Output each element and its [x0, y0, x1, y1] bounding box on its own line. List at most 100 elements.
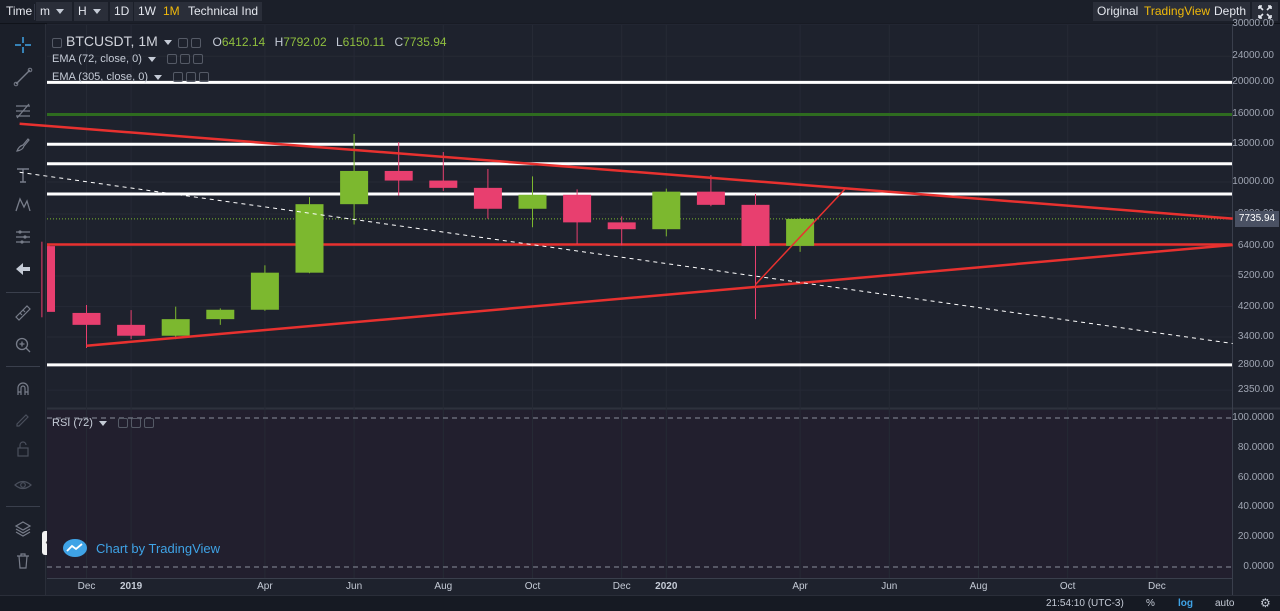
time-tick-label: Jun [881, 581, 898, 592]
ema-72-legend[interactable]: EMA (72, close, 0) [52, 53, 203, 65]
prediction-icon [16, 230, 30, 244]
tradingview-brand-label: Chart by TradingView [96, 540, 221, 556]
close-icon[interactable] [192, 54, 203, 65]
high-value: 7792.02 [283, 35, 327, 49]
interval-1d-button[interactable]: 1D [110, 2, 134, 21]
back-arrow-tool[interactable] [0, 256, 46, 282]
toolbar-divider [6, 506, 40, 507]
candle-body [206, 309, 235, 320]
toolbar-divider [34, 4, 35, 20]
zoom-tool[interactable] [0, 332, 46, 358]
rsi-label: RSI (72) [52, 417, 93, 429]
settings-icon[interactable] [173, 72, 184, 83]
time-selector-button[interactable]: Time [2, 2, 36, 21]
trendline-icon [13, 67, 33, 87]
price-tick-label: 3400.00 [1237, 331, 1274, 342]
log-scale-button[interactable]: log [1178, 598, 1193, 609]
time-tick-label: Dec [612, 581, 631, 592]
crosshair-tool[interactable] [0, 32, 46, 58]
view-depth-label: Depth [1214, 4, 1247, 18]
close-icon[interactable] [144, 418, 155, 429]
interval-1d-label: 1D [114, 4, 130, 18]
hours-dropdown[interactable]: H [74, 2, 108, 21]
bottom-status-bar: 21:54:10 (UTC-3) % log auto ⚙ [0, 595, 1280, 611]
pattern-tool[interactable] [0, 192, 46, 218]
gear-icon[interactable]: ⚙ [1260, 596, 1271, 610]
candle-body [384, 170, 413, 181]
lock-tool[interactable] [0, 436, 46, 462]
rsi-tick-label: 40.0000 [1237, 501, 1274, 513]
candle-body [473, 187, 502, 209]
price-tick-label: 20000.00 [1232, 76, 1274, 88]
hide-icon[interactable] [179, 54, 190, 65]
price-tick-label: 6400.00 [1237, 240, 1274, 252]
close-label: C [394, 35, 404, 49]
toolbar-divider [6, 292, 40, 293]
price-tick-label: 10000.00 [1232, 176, 1274, 187]
brush-tool[interactable] [0, 132, 46, 158]
candle-body [429, 180, 458, 188]
hours-label: H [78, 4, 87, 18]
trendline-tool[interactable] [0, 64, 46, 90]
close-value: 7735.94 [403, 35, 447, 49]
text-tool[interactable] [0, 162, 46, 188]
rsi-legend[interactable]: RSI (72) [52, 417, 155, 429]
trend-line [19, 122, 1233, 220]
main-pane-background [47, 25, 1232, 407]
clock-label: 21:54:10 (UTC-3) [1046, 598, 1124, 609]
time-tick-label: Dec [77, 581, 96, 592]
settings-icon[interactable] [166, 54, 177, 65]
technical-indicators-button[interactable]: Technical Ind [184, 2, 263, 21]
ruler-tool[interactable] [0, 300, 46, 326]
settings-icon[interactable] [118, 418, 129, 429]
close-icon[interactable] [199, 72, 210, 83]
ema-305-legend[interactable]: EMA (305, close, 0) [52, 71, 210, 83]
view-tradingview-label: TradingView [1144, 4, 1211, 18]
tradingview-logo-icon [63, 539, 87, 557]
high-label: H [274, 35, 284, 49]
eye-icon [14, 480, 32, 490]
chevron-down-icon[interactable] [163, 40, 172, 46]
collapse-legend-icon[interactable] [52, 37, 62, 48]
candle-body [72, 312, 101, 325]
interval-1w-label: 1W [138, 4, 156, 18]
drawing-mode-tool[interactable] [0, 406, 46, 432]
settings-icon[interactable] [178, 37, 189, 48]
chevron-down-icon [147, 56, 156, 62]
hide-icon[interactable] [191, 37, 202, 48]
price-tick-label: 30000.00 [1232, 18, 1274, 30]
tradingview-brand[interactable]: Chart by TradingView [62, 538, 220, 558]
trash-tool[interactable] [0, 548, 46, 574]
view-depth-button[interactable]: Depth [1210, 2, 1251, 21]
prediction-tool[interactable] [0, 224, 46, 250]
chevron-down-icon [92, 9, 101, 15]
minutes-dropdown[interactable]: m [36, 2, 72, 21]
hide-icon[interactable] [131, 418, 142, 429]
percent-scale-button[interactable]: % [1146, 598, 1155, 609]
pattern-icon [15, 197, 31, 212]
magnet-tool[interactable] [0, 376, 46, 402]
rsi-tick-label: 20.0000 [1237, 531, 1274, 543]
visibility-tool[interactable] [0, 472, 46, 498]
candle-body [518, 194, 547, 209]
hide-icon[interactable] [186, 72, 197, 83]
minutes-label: m [40, 4, 50, 18]
time-tick-label: Apr [257, 581, 273, 592]
auto-scale-button[interactable]: auto [1215, 598, 1235, 609]
view-original-button[interactable]: Original [1093, 2, 1143, 21]
price-tick-label: 16000.00 [1232, 108, 1274, 120]
price-tick-label: 4200.00 [1237, 300, 1274, 312]
layers-tool[interactable] [0, 516, 46, 542]
fibonacci-tool[interactable] [0, 98, 46, 124]
interval-1m-button[interactable]: 1M [159, 2, 184, 21]
candle-body [786, 218, 815, 246]
interval-1w-button[interactable]: 1W [134, 2, 160, 21]
chevron-down-icon [154, 74, 162, 80]
rsi-tick-label: 60.0000 [1237, 471, 1274, 483]
magnet-icon [17, 382, 29, 395]
fullscreen-button[interactable] [1252, 2, 1278, 21]
time-tick-label: Apr [792, 581, 808, 592]
symbol-label[interactable]: BTCUSDT, 1M [66, 33, 158, 49]
view-tradingview-button[interactable]: TradingView [1140, 2, 1215, 21]
